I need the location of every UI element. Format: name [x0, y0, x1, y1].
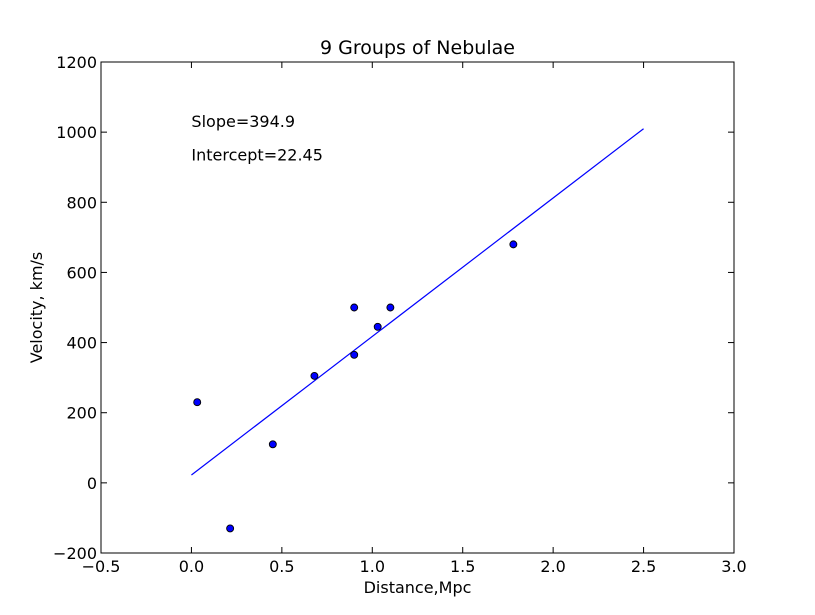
slope-annotation: Slope=394.9 — [191, 112, 295, 131]
data-point — [193, 398, 202, 407]
x-tick-label: −0.5 — [82, 557, 121, 576]
y-axis-label: Velocity, km/s — [27, 252, 46, 364]
data-point — [268, 440, 277, 449]
y-tick-label: 0 — [87, 474, 97, 493]
x-tick-label: 0.5 — [269, 557, 294, 576]
y-tick-label: 600 — [66, 263, 97, 282]
y-tick-label: 200 — [66, 404, 97, 423]
y-tick-label: 400 — [66, 334, 97, 353]
fit-line — [191, 128, 644, 476]
y-tick-label: 1000 — [56, 123, 97, 142]
x-tick-label: 1.5 — [450, 557, 475, 576]
data-point — [373, 322, 382, 331]
chart-title: 9 Groups of Nebulae — [320, 37, 515, 59]
x-tick-label: 2.0 — [540, 557, 565, 576]
x-tick-label: 2.5 — [631, 557, 656, 576]
data-point — [350, 303, 359, 312]
data-point — [350, 350, 359, 359]
plot-frame — [100, 61, 735, 554]
y-tick-label: 800 — [66, 193, 97, 212]
x-tick-label: 1.0 — [360, 557, 385, 576]
x-tick-label: 0.0 — [179, 557, 204, 576]
x-axis-label: Distance,Mpc — [364, 578, 472, 597]
data-point — [386, 303, 395, 312]
x-tick-label: 3.0 — [721, 557, 746, 576]
data-point — [310, 371, 319, 380]
y-tick-label: −200 — [53, 544, 97, 563]
data-point — [509, 240, 518, 249]
y-tick-label: 1200 — [56, 53, 97, 72]
data-point — [226, 524, 235, 533]
intercept-annotation: Intercept=22.45 — [191, 145, 322, 164]
